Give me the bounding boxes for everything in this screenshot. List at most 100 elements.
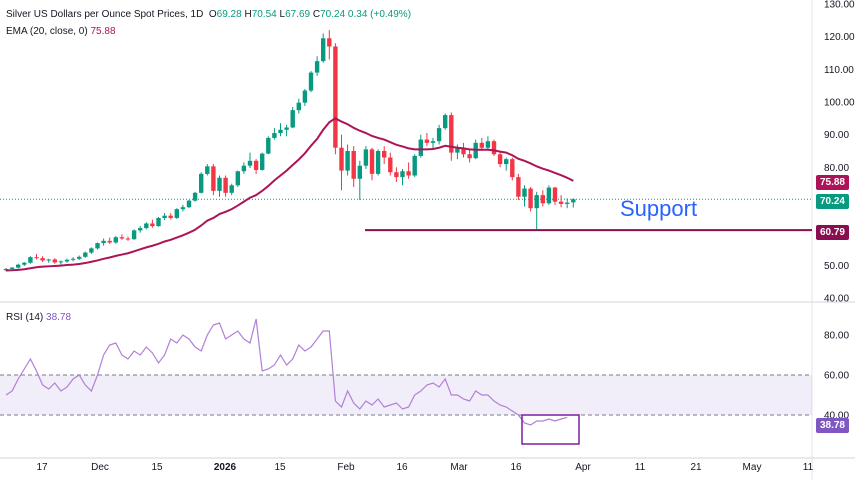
candle-body — [205, 166, 210, 174]
candle-body — [412, 155, 417, 176]
rsi-tick-label: 80.00 — [824, 331, 849, 342]
time-tick-label: Apr — [575, 462, 591, 473]
candle-body — [308, 72, 314, 91]
candle-body — [443, 115, 448, 129]
candle-body — [388, 157, 393, 173]
candle-body — [40, 258, 45, 261]
candle-body — [174, 209, 179, 218]
candle-body — [9, 267, 15, 269]
ema-badge: 75.88 — [815, 175, 849, 190]
candle-body — [192, 192, 198, 201]
candle-body — [345, 151, 350, 171]
time-tick-label: 21 — [690, 462, 702, 473]
candle-body — [22, 262, 27, 265]
candle-body — [400, 171, 405, 178]
candle-body — [272, 133, 277, 138]
candle-body — [528, 188, 533, 209]
candle-body — [144, 223, 149, 229]
price-tick-label: 80.00 — [824, 163, 849, 174]
candle-body — [16, 264, 21, 268]
candle-body — [479, 142, 484, 148]
candle-body — [107, 240, 112, 243]
candle-body — [186, 200, 192, 208]
rsi-highlight-box — [521, 414, 580, 445]
candle-body — [290, 110, 295, 128]
candle-body — [558, 201, 564, 204]
candle-body — [363, 149, 369, 166]
candle-body — [95, 243, 100, 249]
candle-body — [131, 230, 137, 240]
price-tick-label: 130.00 — [824, 0, 855, 11]
rsi-polyline — [5, 318, 568, 426]
ema-value: 75.88 — [90, 26, 116, 37]
candle-body — [229, 185, 234, 193]
price-tick-label: 100.00 — [824, 98, 855, 109]
candle-body — [504, 159, 509, 165]
candle-body — [235, 171, 240, 186]
axes: 40.0050.0060.0070.0080.0090.00100.00110.… — [36, 0, 855, 473]
candle-body — [321, 38, 326, 62]
candle-body — [339, 147, 344, 171]
candle-body — [351, 151, 356, 179]
price-tick-label: 50.00 — [824, 261, 849, 272]
candle-body — [571, 199, 576, 203]
candle-body — [241, 165, 247, 172]
candle-body — [253, 160, 259, 170]
candle-body — [58, 261, 64, 263]
time-tick-label: 15 — [274, 462, 286, 473]
candle-body — [162, 215, 167, 218]
rsi-legend: RSI (14) 38.78 — [6, 312, 71, 323]
candle-body — [302, 90, 308, 103]
candle-body — [418, 139, 423, 156]
candle-body — [485, 141, 491, 148]
candle-body — [211, 166, 216, 191]
candle-body — [77, 256, 82, 259]
price-badge: 70.24 — [815, 194, 849, 209]
candle-body — [491, 141, 497, 155]
time-tick-label: 16 — [510, 462, 522, 473]
rsi-line — [5, 318, 580, 445]
candle-body — [327, 38, 332, 47]
time-tick-label: Feb — [337, 462, 355, 473]
candle-body — [296, 102, 301, 111]
candle-body — [266, 137, 271, 154]
candle-body — [424, 139, 430, 143]
rsi-band — [0, 374, 812, 416]
symbol-title: Silver US Dollars per Ounce Spot Prices,… — [6, 9, 204, 20]
candle-body — [89, 248, 94, 253]
rsi-label: RSI (14) — [6, 312, 44, 323]
candle-body — [83, 252, 88, 257]
time-tick-label: 16 — [396, 462, 408, 473]
candle-body — [455, 147, 460, 153]
candle-body — [461, 147, 466, 155]
price-tick-label: 110.00 — [824, 65, 854, 76]
candle-body — [510, 159, 515, 178]
ema-polyline — [5, 117, 574, 272]
time-tick-label: 11 — [803, 462, 814, 473]
candle-body — [522, 188, 527, 197]
candle-body — [199, 173, 204, 193]
low-value: 67.69 — [285, 9, 311, 20]
candle-body — [28, 257, 33, 263]
candle-body — [64, 259, 70, 262]
high-value: 70.54 — [251, 9, 277, 20]
candle-body — [168, 215, 173, 218]
candle-body — [156, 217, 161, 227]
candle-body — [34, 257, 39, 259]
candle-body — [516, 177, 521, 197]
ema-legend: EMA (20, close, 0) 75.88 — [6, 26, 116, 37]
candle-body — [430, 141, 436, 143]
ema-line — [5, 117, 574, 272]
rsi-tick-label: 40.00 — [824, 411, 849, 422]
time-tick-label: 2026 — [214, 462, 237, 473]
time-tick-label: 17 — [36, 462, 48, 473]
candle-body — [217, 177, 222, 191]
price-tick-label: 120.00 — [824, 32, 855, 43]
rsi-band-fill — [0, 375, 812, 415]
candle-body — [247, 160, 253, 166]
candles — [3, 30, 576, 272]
candle-body — [223, 177, 228, 193]
ema-label: EMA (20, close, 0) — [6, 26, 88, 37]
